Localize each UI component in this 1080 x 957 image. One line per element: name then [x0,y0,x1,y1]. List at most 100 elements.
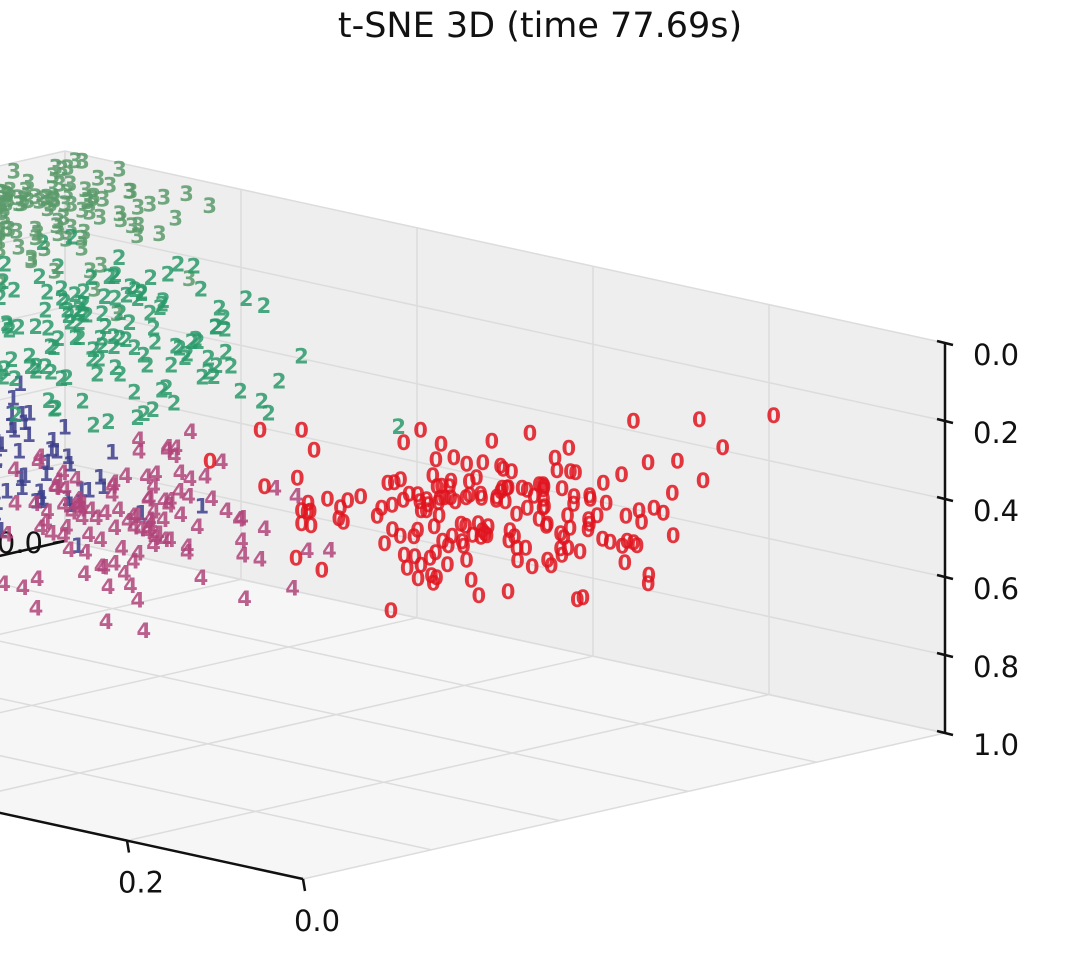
data-point-0: 0 [525,555,540,579]
data-point-1: 1 [13,372,28,396]
data-point-4: 4 [55,461,70,485]
data-point-0: 0 [465,523,480,547]
data-point-0: 0 [455,530,470,554]
data-point-3: 3 [74,236,89,260]
data-point-0: 0 [496,457,511,481]
data-point-3: 3 [0,182,13,206]
data-point-1: 1 [134,502,149,526]
data-point-3: 3 [58,192,73,216]
data-point-3: 3 [52,172,67,196]
data-point-2: 2 [23,355,38,379]
data-point-1: 1 [40,451,55,475]
y-tick [301,878,307,892]
data-point-2: 2 [167,391,182,415]
data-point-1: 1 [0,449,4,473]
data-point-2: 2 [122,311,137,335]
data-point-0: 0 [532,473,547,497]
data-point-4: 4 [107,516,122,540]
data-point-0: 0 [397,544,412,568]
z-tick-label: 0.6 [973,572,1019,606]
data-point-4: 4 [81,523,96,547]
data-point-0: 0 [696,469,711,493]
data-point-4: 4 [28,492,43,516]
data-point-0: 0 [396,488,411,512]
data-point-4: 4 [132,439,147,463]
data-point-2: 2 [86,338,101,362]
data-point-2: 2 [233,379,248,403]
data-point-2: 2 [54,367,69,391]
floor-gridline [0,617,418,714]
data-point-4: 4 [98,501,113,525]
data-point-3: 3 [0,222,7,246]
data-point-2: 2 [180,342,195,366]
data-point-0: 0 [527,484,542,508]
data-point-2: 2 [201,347,216,371]
data-point-0: 0 [507,525,522,549]
data-point-4: 4 [32,445,47,469]
data-point-4: 4 [148,526,163,550]
data-point-2: 2 [68,283,83,307]
data-point-2: 2 [72,326,87,350]
data-point-0: 0 [573,540,588,564]
data-point-4: 4 [148,462,163,486]
data-point-3: 3 [80,189,95,213]
data-point-3: 3 [124,180,139,204]
data-point-3: 3 [110,302,125,326]
data-point-2: 2 [38,298,53,322]
data-point-0: 0 [393,468,408,492]
data-point-1: 1 [21,423,36,447]
data-point-0: 0 [434,475,449,499]
data-point-4: 4 [253,547,268,571]
data-point-4: 4 [96,555,111,579]
data-point-2: 2 [90,363,105,387]
data-point-0: 0 [532,507,547,531]
data-point-1: 1 [14,476,29,500]
data-point-0: 0 [666,524,681,548]
data-point-0: 0 [475,451,490,475]
data-point-0: 0 [595,527,610,551]
data-point-4: 4 [204,487,219,511]
data-point-0: 0 [374,497,389,521]
data-point-0: 0 [402,482,417,506]
data-point-4: 4 [51,469,66,493]
data-point-4: 4 [107,471,122,495]
data-point-2: 2 [2,319,17,343]
floor-gridline [302,732,946,880]
data-point-1: 1 [15,403,30,427]
data-point-3: 3 [0,206,12,230]
data-point-2: 2 [68,326,83,350]
data-point-3: 3 [37,187,52,211]
data-point-4: 4 [56,493,71,517]
data-point-0: 0 [435,530,450,554]
data-point-2: 2 [85,347,100,371]
data-point-0: 0 [385,493,400,517]
data-point-4: 4 [180,535,195,559]
data-point-2: 2 [185,330,200,354]
data-point-2: 2 [28,315,43,339]
axis-lines [0,339,954,892]
floor-gridline [0,697,560,822]
data-point-0: 0 [440,553,455,577]
data-point-2: 2 [108,356,123,380]
data-point-3: 3 [131,214,146,238]
data-point-4: 4 [160,435,175,459]
data-point-0: 0 [410,483,425,507]
data-point-0: 0 [414,499,429,523]
data-point-0: 0 [615,534,630,558]
data-point-0: 0 [495,477,510,501]
data-point-0: 0 [471,512,486,536]
data-point-4: 4 [117,561,132,585]
data-point-2: 2 [169,335,184,359]
data-point-0: 0 [411,567,426,591]
data-point-2: 2 [76,293,91,317]
data-point-3: 3 [29,226,44,250]
data-point-4: 4 [44,522,59,546]
data-point-2: 2 [75,389,90,413]
data-point-2: 2 [194,278,209,302]
data-point-4: 4 [0,536,1,560]
data-point-3: 3 [96,187,111,211]
data-point-4: 4 [300,539,315,563]
data-point-0: 0 [515,476,530,500]
data-point-2: 2 [187,254,202,278]
